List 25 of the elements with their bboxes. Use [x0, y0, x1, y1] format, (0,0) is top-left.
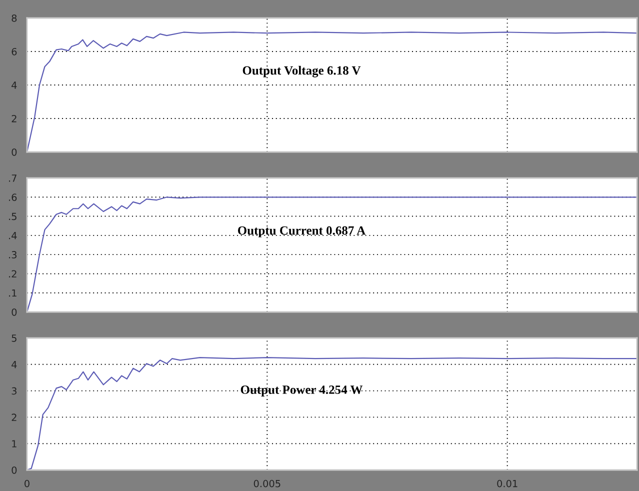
- x-tick-label: 0: [24, 480, 30, 488]
- y-tick-label: 6: [12, 48, 17, 56]
- y-tick-label: 4: [12, 361, 17, 368]
- annotation: Output Voltage 6.18 V: [242, 66, 361, 78]
- y-tick-label: .1: [9, 289, 16, 297]
- y-tick-label: .5: [9, 212, 16, 220]
- y-tick-label: .7: [9, 174, 16, 182]
- y-tick-label: 3: [12, 387, 16, 395]
- annotation: Outptu Current 0.687 A: [238, 226, 366, 238]
- annotation: Output Power 4.254 W: [240, 386, 363, 396]
- y-tick-label: 1: [12, 440, 16, 448]
- y-tick-label: 5: [12, 334, 16, 342]
- y-tick-label: .4: [9, 232, 17, 240]
- y-tick-label: 0: [12, 466, 17, 474]
- y-tick-label: 8: [12, 14, 17, 22]
- x-tick-label: 0.01: [497, 480, 518, 488]
- y-tick-label: .3: [9, 251, 16, 258]
- y-tick-label: 0: [12, 308, 17, 316]
- x-tick-label: 0.005: [254, 480, 280, 488]
- y-tick-label: .2: [9, 270, 16, 278]
- y-tick-label: .6: [9, 194, 17, 201]
- y-tick-label: 0: [12, 148, 17, 156]
- y-tick-label: 2: [12, 414, 16, 421]
- y-tick-label: 4: [12, 82, 17, 89]
- y-tick-label: 2: [12, 114, 16, 122]
